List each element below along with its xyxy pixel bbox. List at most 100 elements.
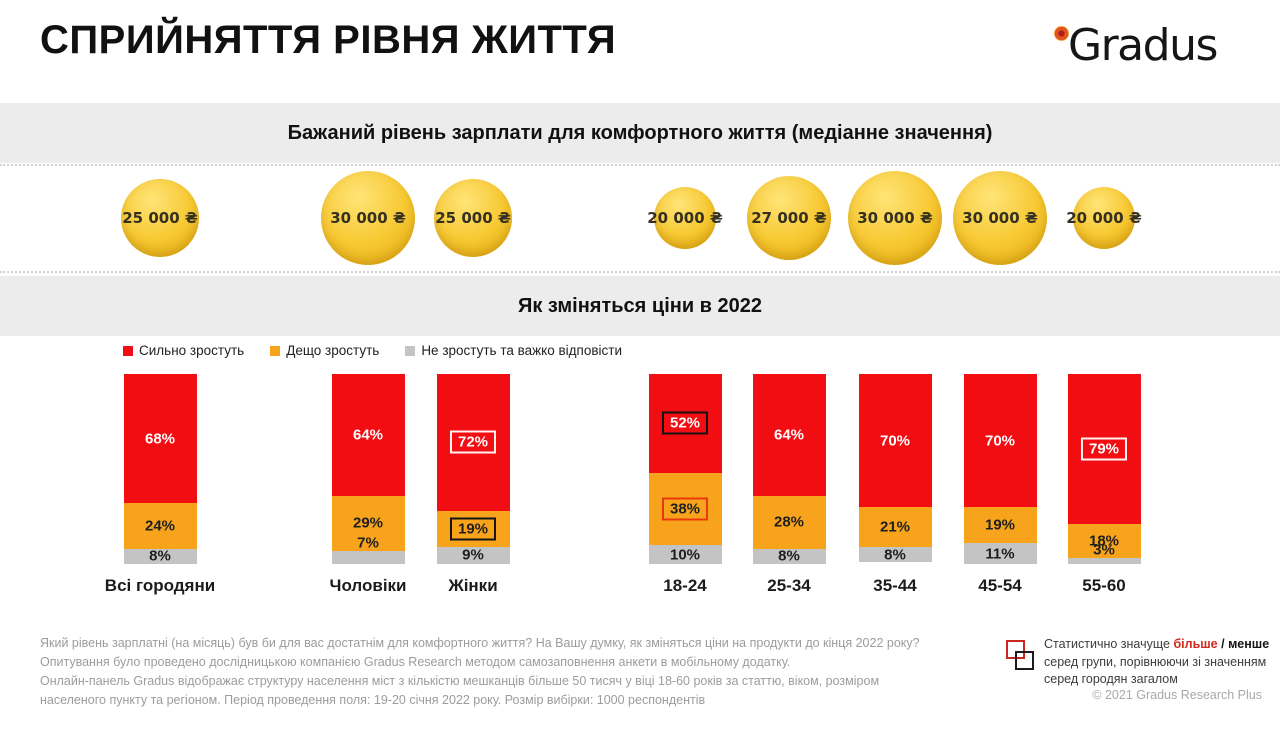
salary-circle: 25 000 ₴ [434, 179, 512, 257]
bar-column: 70% 19% 11% 45-54 [963, 374, 1037, 595]
bar-segment [123, 503, 197, 549]
copyright: © 2021 Gradus Research Plus [1092, 688, 1262, 702]
prices-section-title: Як зміняться ціни в 2022 [517, 294, 763, 317]
bar-value-label: 70% [984, 432, 1016, 449]
bar-segment [963, 543, 1037, 564]
bar-segment [963, 507, 1037, 544]
significance-note-text: Статистично значуще більше / менше серед… [1044, 636, 1272, 689]
salary-value-label: 30 000 ₴ [962, 209, 1038, 227]
bar-column: 68% 24% 8% Всі городяни [105, 374, 215, 595]
bar-value-label: 68% [144, 430, 176, 448]
bar-segment [331, 495, 405, 551]
significance-squares-icon [1006, 640, 1040, 674]
dotted-divider-top [0, 164, 1280, 166]
salary-circle: 30 000 ₴ [953, 171, 1047, 265]
bar-segment [963, 374, 1037, 507]
bar-value-label: 72% [449, 430, 497, 454]
category-label: 45-54 [978, 576, 1022, 595]
bar-segment [752, 374, 826, 496]
bar-value-label: 7% [357, 534, 379, 552]
bar-segment [436, 374, 510, 511]
bar-value-label: 79% [1080, 437, 1128, 461]
significance-note: Статистично значуще більше / менше серед… [1006, 636, 1272, 689]
bar-segment [436, 510, 510, 547]
bar-value-label: 70% [879, 432, 911, 449]
bar-value-label: 38% [661, 497, 709, 521]
prices-section-band: Як зміняться ціни в 2022 [0, 276, 1280, 336]
legend-label: Дещо зростуть [286, 343, 380, 358]
bar-value-label: 8% [778, 547, 800, 565]
salary-circle: 20 000 ₴ [647, 187, 723, 249]
methodology-line: Опитування було проведено дослідницькою … [40, 655, 791, 669]
salary-circle: 30 000 ₴ [848, 171, 942, 265]
bar-column: 64% 28% 8% 25-34 [752, 374, 826, 595]
page-title: СПРИЙНЯТТЯ РІВНЯ ЖИТТЯ [40, 18, 617, 62]
legend-item: Дещо зростуть [270, 343, 379, 358]
bar-segment [436, 546, 510, 564]
bar-value-label: 29% [352, 514, 384, 532]
bar-segment [123, 374, 197, 504]
bar-value-label: 64% [773, 426, 805, 444]
category-label: Жінки [448, 576, 498, 595]
category-label: Всі городяни [104, 576, 216, 595]
methodology-line: населеного пункту та регіоном. Період пр… [40, 693, 706, 707]
bar-segment [752, 495, 826, 549]
bar-segment [648, 545, 722, 564]
bar-value-label: 8% [884, 546, 906, 563]
bar-segment [858, 507, 932, 547]
bar-column: 70% 21% 8% 35-44 [858, 374, 932, 595]
salary-circle: 30 000 ₴ [321, 171, 415, 265]
significance-less-square-icon [1015, 651, 1034, 670]
bar-segment [1067, 524, 1141, 559]
bar-value-label: 52% [661, 411, 709, 435]
bar-value-label: 8% [149, 547, 171, 565]
bar-value-label: 19% [449, 517, 497, 541]
salary-value-label: 30 000 ₴ [330, 209, 406, 227]
legend-label: Сильно зростуть [139, 343, 245, 358]
bar-segment [858, 374, 932, 507]
bar-column: 79% 18% 3% 55-60 [1067, 374, 1141, 595]
category-label: 18-24 [663, 576, 707, 595]
bar-value-label: 3% [1093, 541, 1115, 559]
bar-value-label: 28% [773, 513, 805, 531]
bar-column: 52% 38% 10% 18-24 [648, 374, 722, 595]
bar-value-label: 19% [984, 516, 1016, 534]
category-label: 25-34 [767, 576, 811, 595]
salary-value-label: 27 000 ₴ [751, 209, 827, 227]
significance-note-part: Статистично значуще [1044, 637, 1174, 651]
gradus-logo: Gradus [1052, 20, 1252, 82]
dotted-divider-bottom [0, 271, 1280, 273]
legend-swatch-icon [270, 345, 281, 356]
gradus-logo-text: Gradus [1068, 20, 1218, 71]
salary-value-label: 20 000 ₴ [1066, 209, 1142, 227]
salary-section-band: Бажаний рівень зарплати для комфортного … [0, 103, 1280, 163]
legend-item: Не зростуть та важко відповісти [405, 343, 622, 358]
bar-value-label: 11% [985, 545, 1015, 563]
bar-segment [331, 550, 405, 564]
bar-value-label: 24% [144, 517, 176, 535]
legend-item: Сильно зростуть [123, 343, 244, 358]
bar-segment [752, 548, 826, 564]
significance-note-part: / [1217, 637, 1229, 651]
chart-legend: Сильно зростуть Дещо зростуть Не зростуть … [123, 343, 622, 358]
category-label: 35-44 [873, 576, 917, 595]
salary-value-label: 30 000 ₴ [857, 209, 933, 227]
salary-section-title: Бажаний рівень зарплати для комфортного … [287, 121, 993, 144]
category-label: 55-60 [1082, 576, 1126, 595]
bar-column: 72% 19% 9% Жінки [436, 374, 510, 595]
salary-circle: 27 000 ₴ [747, 176, 831, 260]
bar-segment [123, 548, 197, 564]
legend-label: Не зростуть та важко відповісти [421, 343, 623, 358]
bar-segment [1067, 558, 1141, 564]
bar-segment [648, 374, 722, 473]
bar-value-label: 18% [1088, 532, 1120, 550]
salary-value-label: 25 000 ₴ [122, 209, 198, 227]
bar-value-label: 9% [462, 546, 484, 564]
bar-segment [648, 472, 722, 545]
gradus-logo-dot-icon [1054, 26, 1069, 41]
salary-value-label: 25 000 ₴ [435, 209, 511, 227]
bar-column: 64% 29% 7% Чоловіки [330, 374, 407, 595]
salary-value-label: 20 000 ₴ [647, 209, 723, 227]
methodology-line: Який рівень зарплатні (на місяць) був би… [40, 636, 920, 650]
